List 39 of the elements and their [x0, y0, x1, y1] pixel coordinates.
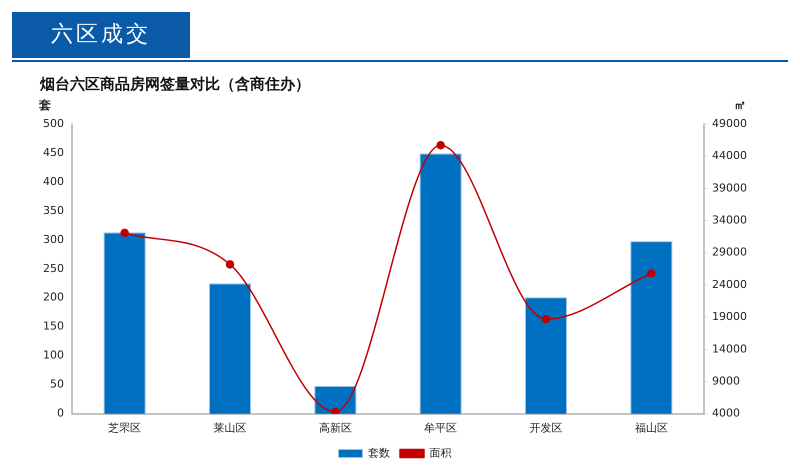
y-tick-label: 50	[50, 378, 64, 391]
point	[120, 228, 129, 238]
point	[542, 314, 550, 324]
y-tick-label: 100	[42, 348, 64, 362]
legend-label: 面积	[430, 446, 452, 460]
y2-tick-label: 14000	[712, 342, 748, 356]
text: 六区成交	[12, 12, 190, 58]
y-tick-label: 500	[42, 116, 64, 130]
y2-tick-label: 29000	[712, 246, 748, 259]
point	[226, 260, 234, 269]
x-tick-label: 芝罘区	[108, 421, 142, 434]
x-tick-label: 开发区	[530, 421, 563, 434]
y2-axis-title: ㎡	[734, 98, 746, 112]
y2-tick-label: 9000	[712, 374, 740, 388]
y2-tick-label: 39000	[712, 181, 748, 194]
y-tick-label: 400	[42, 174, 64, 188]
y-tick-label: 0	[56, 406, 64, 420]
point	[331, 408, 340, 414]
legend-label: 套数	[368, 446, 390, 460]
y-tick-label: 350	[42, 204, 64, 217]
y-tick-label: 300	[42, 232, 64, 246]
point	[436, 141, 445, 150]
y2-tick-label: 34000	[712, 213, 748, 226]
y2-tick-label: 19000	[712, 310, 748, 324]
y-tick-label: 250	[42, 262, 64, 275]
x-tick-label: 高新区	[318, 421, 352, 434]
y-tick-label: 200	[42, 290, 64, 304]
y2-tick-label: 44000	[712, 149, 748, 162]
y2-tick-label: 4000	[712, 406, 740, 420]
x-tick-label: 福山区	[634, 421, 668, 434]
y2-tick-label: 24000	[712, 278, 748, 291]
y-tick-label: 150	[42, 320, 64, 333]
y2-tick-label: 49000	[712, 116, 748, 130]
point	[647, 269, 656, 278]
y-axis-title: 套	[38, 98, 51, 112]
chart-title: 烟台六区商品房网签量对比（含商住办）	[39, 74, 310, 93]
x-tick-label: 牟平区	[424, 421, 458, 434]
x-tick-label: 莱山区	[214, 421, 246, 434]
y-tick-label: 450	[42, 146, 64, 159]
